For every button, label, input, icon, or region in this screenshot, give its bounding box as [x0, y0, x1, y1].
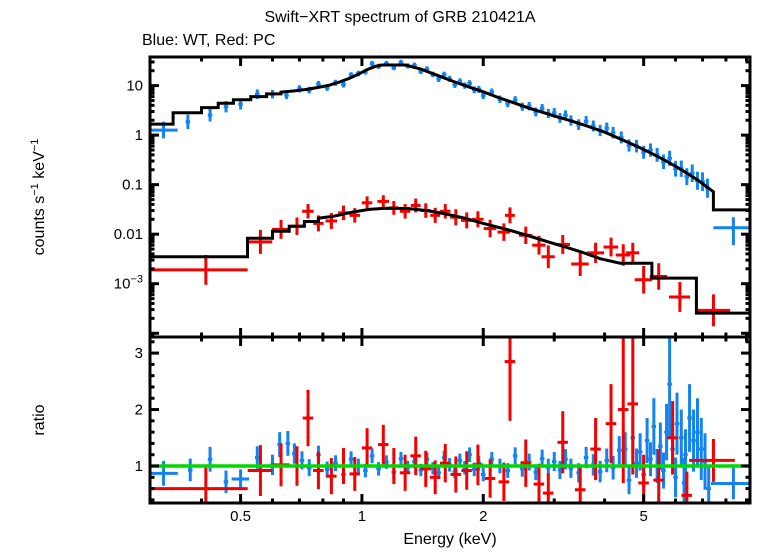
x-tick-label: 2: [479, 508, 487, 525]
y-tick-label-counts: 0.1: [122, 177, 143, 194]
axis-ticks: [150, 57, 750, 503]
tick-labels: 0.5 1 2 5 10 1 0.1 0.01 10−3 3 2 1: [114, 78, 648, 525]
y-tick-label-counts: 10−3: [114, 274, 143, 293]
pc-model-line: [150, 206, 750, 315]
counts-axis-label: counts s−1 keV−1: [29, 139, 48, 256]
wt-ratio-series: [150, 337, 750, 503]
y-tick-label-ratio: 2: [135, 402, 143, 419]
y-tick-label-ratio: 3: [135, 345, 143, 362]
x-tick-label: 1: [358, 508, 366, 525]
y-tick-label-ratio: 1: [135, 458, 143, 475]
pc-data-series: [150, 195, 731, 327]
plot-render-root: 0.5 1 2 5 10 1 0.1 0.01 10−3 3 2 1: [114, 55, 752, 525]
x-tick-label: 0.5: [230, 508, 251, 525]
y-tick-label-counts: 1: [135, 127, 143, 144]
ratio-axis-label: ratio: [31, 404, 48, 435]
wt-data-series: [150, 59, 750, 246]
plot-title: Swift−XRT spectrum of GRB 210421A: [264, 9, 535, 26]
wt-model-line: [150, 63, 750, 212]
plot-subtitle: Blue: WT, Red: PC: [142, 32, 275, 49]
y-tick-label-counts: 10: [126, 78, 143, 95]
x-axis-label: Energy (keV): [403, 531, 496, 548]
y-tick-label-counts: 0.01: [114, 226, 143, 243]
pc-ratio-series: [150, 337, 735, 503]
x-tick-label: 5: [639, 508, 647, 525]
